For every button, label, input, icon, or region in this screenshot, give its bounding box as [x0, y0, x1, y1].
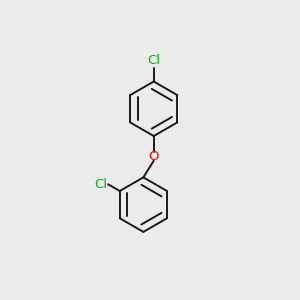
Text: O: O — [148, 150, 159, 163]
Text: Cl: Cl — [94, 178, 107, 191]
Text: Cl: Cl — [147, 54, 160, 67]
